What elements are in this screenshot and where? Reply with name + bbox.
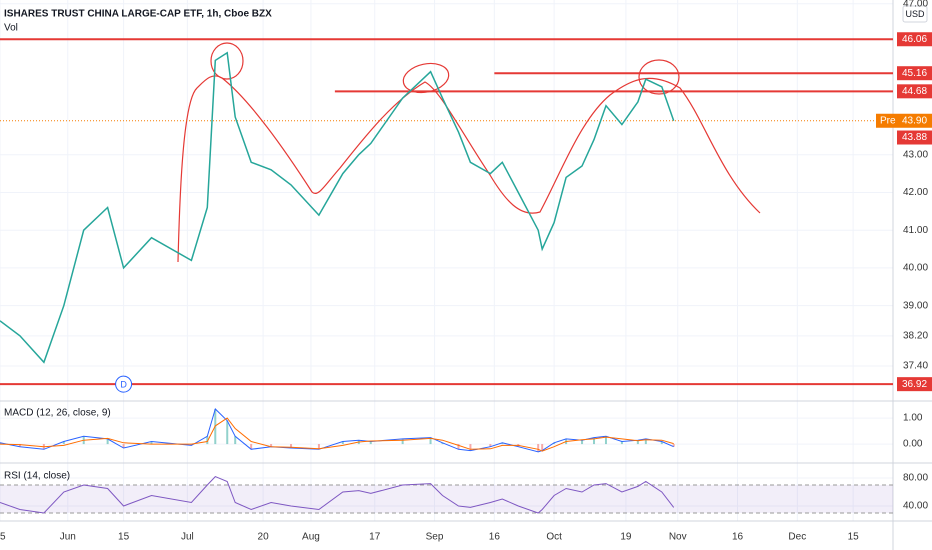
chart-title: ISHARES TRUST CHINA LARGE-CAP ETF, 1h, C… <box>4 9 272 20</box>
macd-histogram <box>604 436 607 445</box>
x-tick-label: Jul <box>181 532 194 543</box>
pre-label: Pre <box>880 115 896 126</box>
macd-histogram <box>541 444 544 451</box>
level-label: 44.68 <box>902 86 927 97</box>
macd-histogram <box>290 444 293 448</box>
macd-histogram <box>190 444 193 446</box>
macd-histogram <box>122 444 125 448</box>
macd-histogram <box>250 444 253 450</box>
y-tick-label: 1.00 <box>903 413 923 424</box>
macd-histogram <box>106 438 109 445</box>
y-tick-label: 42.00 <box>903 187 928 198</box>
currency-button[interactable] <box>902 5 928 23</box>
x-tick-label: 16 <box>489 532 501 543</box>
macd-histogram <box>553 442 556 445</box>
macd-histogram <box>270 444 273 447</box>
macd-histogram <box>469 444 472 451</box>
macd-histogram <box>341 441 344 445</box>
macd-histogram <box>234 436 237 445</box>
y-tick-label: 0.00 <box>903 439 923 450</box>
macd-histogram <box>660 441 663 445</box>
y-tick-label: 37.40 <box>903 361 928 372</box>
price-line <box>0 51 675 364</box>
x-tick-label: 20 <box>258 532 270 543</box>
x-tick-label: Dec <box>788 532 806 543</box>
macd-histogram <box>150 441 153 445</box>
level-label: 46.06 <box>902 34 927 45</box>
grid <box>0 0 893 521</box>
signal-line <box>0 417 674 452</box>
rsi-title: RSI (14, close) <box>4 471 70 482</box>
macd-title: MACD (12, 26, close, 9) <box>4 408 111 419</box>
x-tick-label: 19 <box>620 532 632 543</box>
macd-histogram <box>672 444 675 447</box>
last-price-box <box>897 130 932 145</box>
macd-histogram <box>636 440 639 445</box>
x-tick-label: Nov <box>669 532 687 543</box>
y-tick-label: 41.00 <box>903 225 928 236</box>
macd-histogram <box>62 441 65 445</box>
x-tick-label: Oct <box>546 532 562 543</box>
circle-annotation <box>210 42 244 80</box>
macd-histogram <box>537 444 540 452</box>
volume-label: Vol <box>4 23 18 34</box>
y-tick-label: 40.00 <box>903 263 928 274</box>
last-price-label: 43.88 <box>902 132 927 143</box>
x-tick-label: Jun <box>60 532 76 543</box>
y-tick-label: 80.00 <box>903 473 928 484</box>
rsi-line <box>0 476 675 514</box>
circle-annotation <box>638 59 680 95</box>
x-tick-label: 15 <box>0 532 6 543</box>
level-label-box <box>897 377 932 392</box>
macd-histogram <box>457 444 460 450</box>
macd-histogram <box>644 438 647 445</box>
y-tick-label: 39.00 <box>903 300 928 311</box>
macd-histogram <box>489 444 492 447</box>
event-marker-label: D <box>120 380 127 390</box>
level-label: 36.92 <box>902 379 927 390</box>
pre-box <box>876 113 932 128</box>
x-tick-label: 15 <box>118 532 130 543</box>
event-marker <box>115 375 133 393</box>
level-label-box <box>897 66 932 81</box>
macd-histogram <box>0 442 1 445</box>
macd-histogram <box>581 440 584 445</box>
rsi-band <box>0 485 893 513</box>
x-tick-label: 15 <box>848 532 860 543</box>
x-tick-label: Sep <box>426 532 444 543</box>
macd-histogram <box>620 441 623 445</box>
pattern-curve <box>177 75 761 263</box>
macd-histogram <box>441 442 444 445</box>
macd-histogram <box>226 420 229 445</box>
currency[interactable]: USD <box>905 9 925 19</box>
y-tick-label: 43.00 <box>903 149 928 160</box>
macd-histogram <box>429 437 432 445</box>
macd-histogram <box>593 437 596 445</box>
macd-histogram <box>501 442 504 445</box>
macd-histogram <box>369 441 372 445</box>
y-tick-label: 38.20 <box>903 330 928 341</box>
macd-histogram <box>401 438 404 445</box>
macd-histogram <box>317 444 320 450</box>
x-tick-label: Aug <box>302 532 320 543</box>
macd-histogram <box>206 436 209 445</box>
level-label-box <box>897 32 932 47</box>
x-tick-label: 16 <box>732 532 744 543</box>
y-tick-label: 47.00 <box>903 0 928 9</box>
level-label: 45.16 <box>902 68 927 79</box>
x-tick-label: 17 <box>369 532 381 543</box>
level-label-box <box>897 84 932 99</box>
y-tick-label: 40.00 <box>903 501 928 512</box>
pre-price-label: 43.90 <box>902 115 927 126</box>
macd-histogram <box>18 444 21 447</box>
